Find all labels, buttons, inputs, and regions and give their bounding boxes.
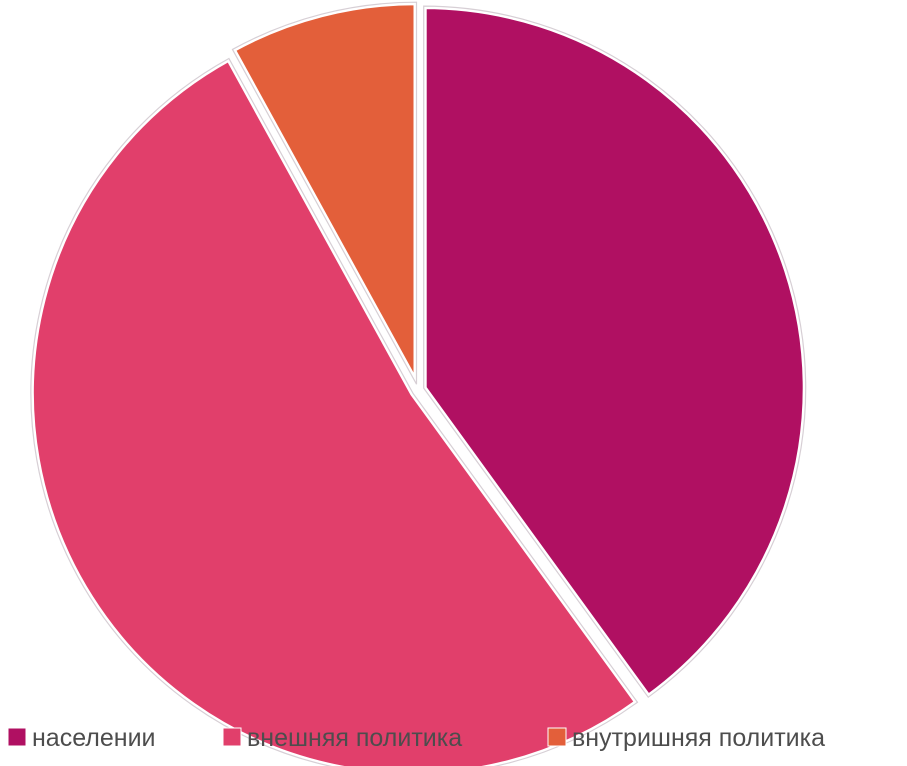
legend-swatch-2 <box>222 727 242 747</box>
pie-slice-outline-3 <box>231 1 418 385</box>
legend-label-2: внешняя политика <box>247 724 462 752</box>
legend-swatch-1 <box>7 727 27 747</box>
pie-slice-outline-1 <box>423 5 807 699</box>
pie-slices <box>27 0 809 766</box>
legend-label-1: населении <box>32 724 156 752</box>
pie-slice-outline-2 <box>30 57 639 766</box>
legend-label-3: внутришняя политика <box>572 724 825 752</box>
legend: населении внешняя политика внутришняя поли… <box>7 724 825 752</box>
legend-swatch-3 <box>547 727 567 747</box>
